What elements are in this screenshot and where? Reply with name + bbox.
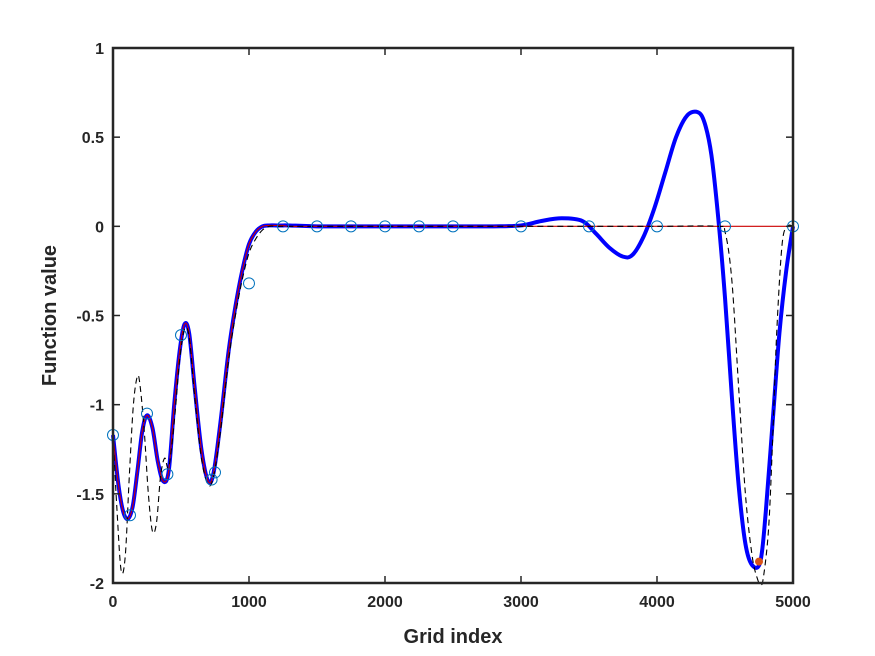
axes-box: [111, 46, 795, 585]
data-point-marker: [447, 220, 459, 233]
data-point-marker: [651, 220, 663, 233]
data-point-marker: [345, 220, 357, 233]
y-tick-label: 0: [95, 219, 104, 236]
data-point-marker: [311, 220, 323, 233]
data-point-marker: [277, 220, 289, 233]
y-tick-label: -1: [90, 398, 104, 415]
y-tick-label: -1.5: [76, 487, 104, 504]
x-tick-label: 0: [109, 594, 118, 611]
x-tick-label: 2000: [367, 594, 403, 611]
data-point-marker: [515, 220, 527, 233]
y-tick-label: 1: [95, 41, 104, 58]
data-point-marker: [124, 509, 136, 522]
data-point-marker: [161, 468, 174, 481]
x-tick-label: 4000: [639, 594, 675, 611]
y-tick-label: -2: [90, 576, 104, 593]
data-point-marker: [141, 407, 153, 420]
data-point-marker: [175, 329, 187, 342]
data-point-marker: [243, 277, 255, 290]
data-point-marker: [379, 220, 391, 233]
series-thin-red-line: [112, 224, 793, 520]
y-axis-label: Function value: [39, 245, 61, 386]
data-point-marker: [205, 473, 218, 486]
highlight-point: [755, 557, 763, 566]
tick-layer: 0 1000 2000 3000 4000 5000 -2 -1.5 -1 -0.5 0 0.5 1: [76, 41, 810, 611]
y-tick-label: -0.5: [76, 309, 104, 326]
series-layer: [111, 109, 795, 586]
data-point-marker: [209, 466, 221, 479]
data-point-marker: [583, 220, 595, 233]
y-tick-label: 0.5: [82, 130, 104, 147]
x-axis-label: Grid index: [404, 626, 503, 648]
data-point-marker: [413, 220, 425, 233]
series-thick-blue-line: [111, 109, 795, 570]
x-tick-label: 1000: [231, 594, 267, 611]
data-point-marker: [719, 220, 731, 233]
x-tick-label: 3000: [503, 594, 539, 611]
marker-layer: [107, 220, 799, 566]
x-tick-label: 5000: [775, 594, 811, 611]
series-dashed-black-line: [112, 224, 794, 586]
